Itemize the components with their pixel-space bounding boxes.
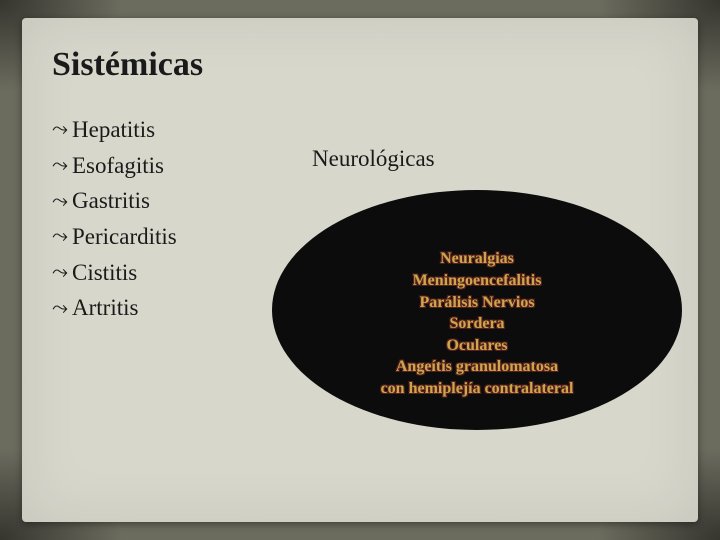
list-item: Esofagitis: [52, 148, 252, 184]
ellipse-line: Angeítis granulomatosa: [396, 356, 558, 378]
ellipse-line: Neuralgias: [440, 248, 514, 270]
ellipse-text: Neuralgias Meningoencefalitis Parálisis …: [272, 190, 682, 430]
ellipse-line: Meningoencefalitis: [413, 270, 542, 292]
list-item: Hepatitis: [52, 112, 252, 148]
ellipse-line: Oculares: [446, 335, 507, 357]
list-item: Cistitis: [52, 255, 252, 291]
slide-content: Sistémicas Hepatitis Esofagitis Gastriti…: [22, 18, 698, 522]
list-item: Gastritis: [52, 183, 252, 219]
neuro-subheading: Neurológicas: [312, 146, 682, 172]
left-column: Hepatitis Esofagitis Gastritis Pericardi…: [52, 112, 252, 430]
columns: Hepatitis Esofagitis Gastritis Pericardi…: [52, 112, 668, 430]
ellipse-line: con hemiplejía contralateral: [381, 378, 574, 400]
list-item: Artritis: [52, 290, 252, 326]
ellipse-line: Parálisis Nervios: [419, 292, 534, 314]
ellipse-container: Neuralgias Meningoencefalitis Parálisis …: [272, 190, 682, 430]
list-item: Pericarditis: [52, 219, 252, 255]
systemic-list: Hepatitis Esofagitis Gastritis Pericardi…: [52, 112, 252, 326]
right-column: Neurológicas Neuralgias Meningoencefalit…: [282, 112, 682, 430]
ellipse-line: Sordera: [449, 313, 504, 335]
slide-title: Sistémicas: [52, 46, 668, 84]
